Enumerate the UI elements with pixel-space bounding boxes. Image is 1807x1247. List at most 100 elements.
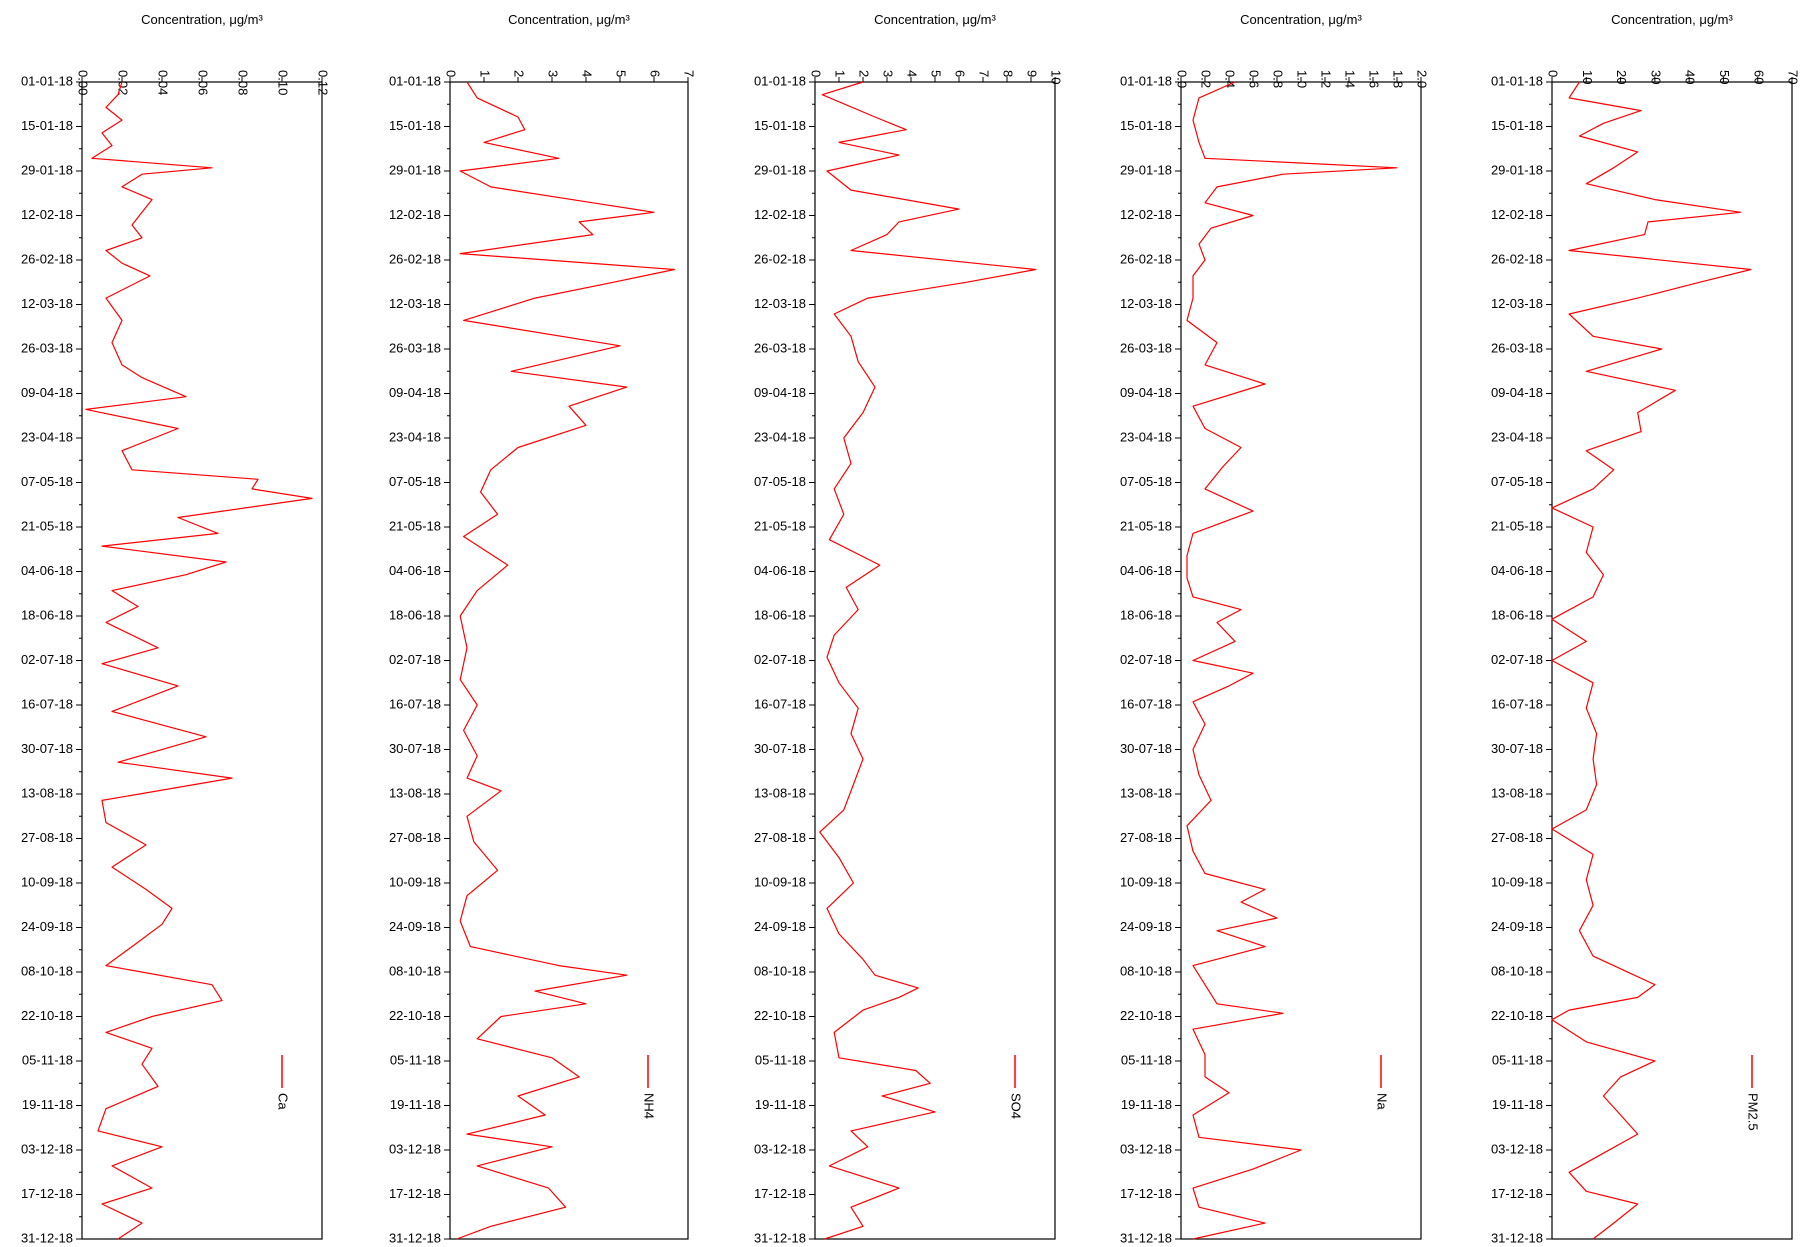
y-tick-label-0-14: 16-07-18 <box>21 696 73 711</box>
x-tick-label-0-5: 0.10 <box>276 70 291 95</box>
x-tick-label-2-9: 9 <box>1025 70 1040 77</box>
y-tick-label-3-21: 22-10-18 <box>1120 1008 1172 1023</box>
y-tick-label-4-8: 23-04-18 <box>1491 429 1543 444</box>
y-tick-label-0-18: 10-09-18 <box>21 874 73 889</box>
y-tick-label-0-12: 18-06-18 <box>21 607 73 622</box>
y-tick-label-2-4: 26-02-18 <box>754 251 806 266</box>
y-tick-label-0-26: 31-12-18 <box>21 1230 73 1245</box>
y-tick-label-1-13: 02-07-18 <box>389 652 441 667</box>
y-tick-label-3-22: 05-11-18 <box>1121 1052 1172 1067</box>
y-tick-label-0-15: 30-07-18 <box>21 741 73 756</box>
y-tick-label-4-12: 18-06-18 <box>1491 607 1543 622</box>
legend-label-SO4: SO4 <box>1009 1093 1024 1119</box>
y-tick-label-2-20: 08-10-18 <box>754 963 806 978</box>
y-tick-label-1-3: 12-02-18 <box>389 207 441 222</box>
x-tick-label-0-6: 0.12 <box>316 70 331 95</box>
y-tick-label-2-0: 01-01-18 <box>754 73 806 88</box>
series-line-SO4 <box>819 81 1037 1240</box>
y-tick-label-3-10: 21-05-18 <box>1120 518 1172 533</box>
y-tick-label-0-6: 26-03-18 <box>21 340 73 355</box>
y-tick-label-2-15: 30-07-18 <box>754 741 806 756</box>
y-tick-label-4-1: 15-01-18 <box>1491 118 1543 133</box>
y-tick-label-1-22: 05-11-18 <box>390 1052 441 1067</box>
y-tick-label-2-10: 21-05-18 <box>754 518 806 533</box>
axis-label-2: Concentration, μg/m³ <box>874 12 996 27</box>
y-tick-label-3-26: 31-12-18 <box>1120 1230 1172 1245</box>
y-tick-label-1-4: 26-02-18 <box>389 251 441 266</box>
x-tick-label-3-4: 0.8 <box>1271 70 1286 88</box>
y-tick-label-1-19: 24-09-18 <box>389 919 441 934</box>
y-tick-label-2-9: 07-05-18 <box>754 474 806 489</box>
y-tick-label-4-3: 12-02-18 <box>1491 207 1543 222</box>
x-tick-label-1-1: 1 <box>478 70 493 77</box>
y-tick-label-2-11: 04-06-18 <box>754 563 806 578</box>
y-tick-label-1-16: 13-08-18 <box>389 785 441 800</box>
y-tick-label-4-17: 27-08-18 <box>1491 830 1543 845</box>
y-tick-label-1-24: 03-12-18 <box>389 1141 441 1156</box>
y-tick-label-4-5: 12-03-18 <box>1491 296 1543 311</box>
y-tick-label-0-9: 07-05-18 <box>21 474 73 489</box>
y-tick-label-4-2: 29-01-18 <box>1491 162 1543 177</box>
x-tick-label-2-6: 6 <box>953 70 968 77</box>
y-tick-label-0-4: 26-02-18 <box>21 251 73 266</box>
y-tick-label-4-26: 31-12-18 <box>1491 1230 1543 1245</box>
y-tick-label-0-25: 17-12-18 <box>21 1186 73 1201</box>
y-tick-label-1-15: 30-07-18 <box>389 741 441 756</box>
y-tick-label-2-12: 18-06-18 <box>754 607 806 622</box>
y-tick-label-3-11: 04-06-18 <box>1120 563 1172 578</box>
y-tick-label-4-6: 26-03-18 <box>1491 340 1543 355</box>
x-tick-label-0-2: 0.04 <box>156 70 171 95</box>
y-tick-label-3-17: 27-08-18 <box>1120 830 1172 845</box>
y-tick-label-4-19: 24-09-18 <box>1491 919 1543 934</box>
x-tick-label-2-2: 2 <box>857 70 872 77</box>
y-tick-label-1-18: 10-09-18 <box>389 874 441 889</box>
x-tick-label-4-6: 60 <box>1751 70 1766 84</box>
legend-label-Ca: Ca <box>276 1093 291 1110</box>
plot-frame-3 <box>1180 81 1422 1240</box>
y-tick-label-2-26: 31-12-18 <box>754 1230 806 1245</box>
x-tick-label-1-0: 0 <box>444 70 459 77</box>
y-tick-label-0-0: 01-01-18 <box>21 73 73 88</box>
x-tick-label-3-1: 0.2 <box>1199 70 1214 88</box>
y-tick-label-3-24: 03-12-18 <box>1120 1141 1172 1156</box>
y-tick-label-0-16: 13-08-18 <box>21 785 73 800</box>
y-tick-label-2-25: 17-12-18 <box>754 1186 806 1201</box>
y-tick-label-4-25: 17-12-18 <box>1491 1186 1543 1201</box>
series-line-Na <box>1186 81 1398 1240</box>
y-tick-label-2-1: 15-01-18 <box>754 118 806 133</box>
y-tick-label-1-8: 23-04-18 <box>389 429 441 444</box>
legend-label-PM2.5: PM2.5 <box>1746 1093 1761 1131</box>
y-tick-label-1-23: 19-11-18 <box>390 1097 441 1112</box>
x-tick-label-4-2: 20 <box>1614 70 1629 84</box>
y-tick-label-1-9: 07-05-18 <box>389 474 441 489</box>
y-tick-label-3-14: 16-07-18 <box>1120 696 1172 711</box>
y-tick-label-2-16: 13-08-18 <box>754 785 806 800</box>
y-tick-label-0-21: 22-10-18 <box>21 1008 73 1023</box>
x-tick-label-4-1: 10 <box>1580 70 1595 84</box>
y-tick-label-3-12: 18-06-18 <box>1120 607 1172 622</box>
y-tick-label-4-4: 26-02-18 <box>1491 251 1543 266</box>
y-tick-label-4-22: 05-11-18 <box>1492 1052 1543 1067</box>
y-tick-label-2-23: 19-11-18 <box>755 1097 806 1112</box>
x-tick-label-2-3: 3 <box>881 70 896 77</box>
x-tick-label-1-7: 7 <box>682 70 697 77</box>
y-tick-label-3-20: 08-10-18 <box>1120 963 1172 978</box>
y-tick-label-0-2: 29-01-18 <box>21 162 73 177</box>
y-tick-label-1-25: 17-12-18 <box>389 1186 441 1201</box>
x-tick-label-3-8: 1.6 <box>1367 70 1382 88</box>
y-tick-label-4-16: 13-08-18 <box>1491 785 1543 800</box>
x-tick-label-3-10: 2.0 <box>1415 70 1430 88</box>
plot-frame-2 <box>814 81 1056 1240</box>
y-tick-label-3-18: 10-09-18 <box>1120 874 1172 889</box>
y-tick-label-3-4: 26-02-18 <box>1120 251 1172 266</box>
y-tick-label-3-19: 24-09-18 <box>1120 919 1172 934</box>
y-tick-label-1-26: 31-12-18 <box>389 1230 441 1245</box>
y-tick-label-3-2: 29-01-18 <box>1120 162 1172 177</box>
y-tick-label-0-10: 21-05-18 <box>21 518 73 533</box>
x-tick-label-4-4: 40 <box>1683 70 1698 84</box>
y-tick-label-2-3: 12-02-18 <box>754 207 806 222</box>
y-tick-label-0-23: 19-11-18 <box>22 1097 73 1112</box>
x-tick-label-4-0: 0 <box>1546 70 1561 77</box>
y-tick-label-3-8: 23-04-18 <box>1120 429 1172 444</box>
y-tick-label-4-18: 10-09-18 <box>1491 874 1543 889</box>
